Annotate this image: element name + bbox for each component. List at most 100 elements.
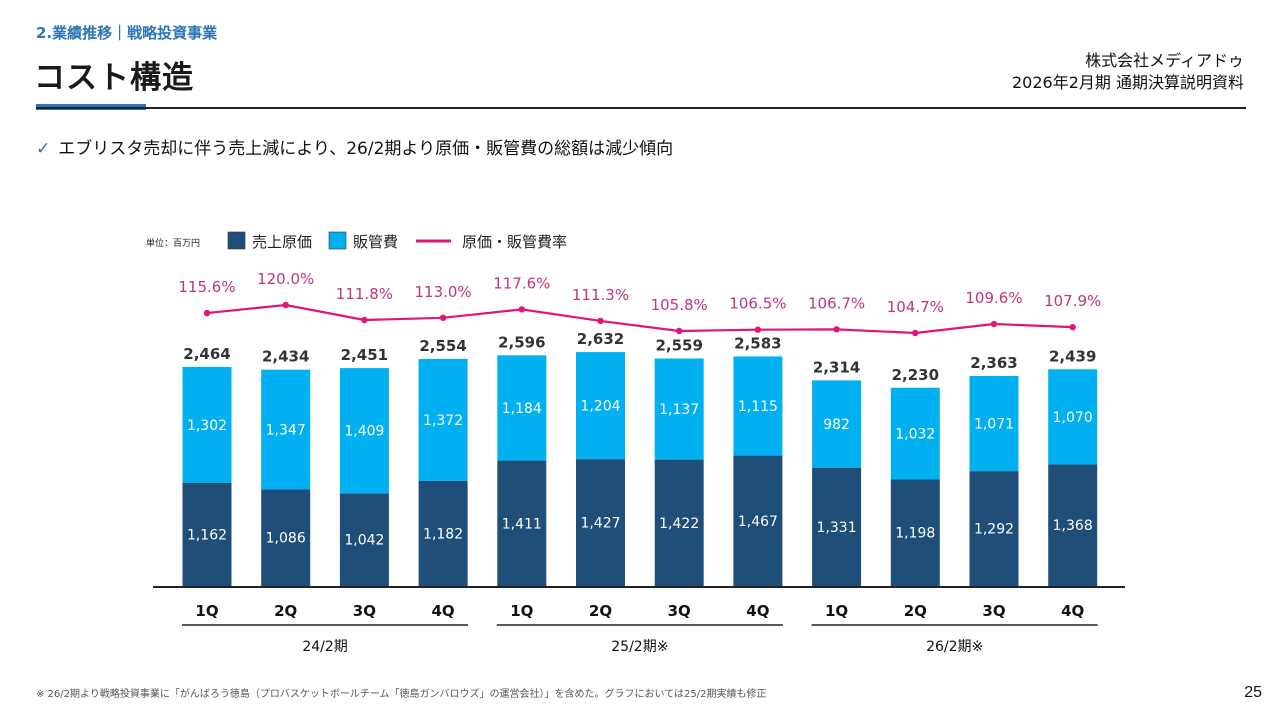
rate-label: 113.0% — [414, 283, 471, 301]
label-cost-of-sales: 1,292 — [974, 522, 1014, 538]
summary-text: エブリスタ売却に伴う売上減により、26/2期より原価・販管費の総額は減少傾向 — [58, 139, 674, 159]
rate-label: 115.6% — [178, 278, 235, 296]
rate-point — [1069, 323, 1076, 331]
rate-label: 106.7% — [808, 294, 865, 312]
label-cost-of-sales: 1,198 — [895, 526, 935, 542]
bar-cost-of-sales — [261, 489, 311, 586]
bar-sga — [1048, 369, 1098, 465]
x-tick-label: 4Q — [746, 602, 769, 620]
label-sga: 1,302 — [187, 418, 227, 434]
legend-label-2: 原価・販管費率 — [462, 233, 567, 251]
label-sga: 982 — [823, 417, 850, 433]
x-axis: 1Q 2Q 3Q 4Q 1Q 2Q 3Q 4Q 1Q 2Q 3Q 4Q 24/2期 25/2期※ 26/2期… — [153, 586, 1125, 655]
label-sga: 1,137 — [659, 402, 699, 418]
label-total: 2,464 — [183, 345, 230, 363]
label-total: 2,632 — [577, 330, 624, 348]
rate-point — [439, 314, 447, 322]
unit-label: 単位：百万円 — [146, 237, 200, 249]
group-label: 26/2期※ — [926, 639, 983, 655]
rate-line-layer: 115.6% 120.0% 111.8% 113.0% 117.6% 111.3% 105.… — [178, 270, 1101, 337]
label-cost-of-sales: 1,411 — [502, 516, 542, 532]
rate-label: 109.6% — [965, 289, 1022, 307]
rate-point — [361, 316, 368, 324]
rate-label: 111.3% — [572, 286, 629, 304]
bar-cost-of-sales — [1048, 464, 1098, 586]
company-name: 株式会社メディアドゥ — [1085, 51, 1244, 70]
bar-cost-of-sales — [890, 479, 940, 586]
bar-sga — [576, 352, 625, 460]
label-sga: 1,071 — [974, 417, 1014, 433]
label-total: 2,559 — [655, 337, 702, 355]
x-tick-label: 3Q — [668, 602, 691, 620]
label-sga: 1,372 — [423, 413, 463, 429]
legend-label-0: 売上原価 — [252, 233, 312, 251]
x-tick-label: 4Q — [431, 602, 454, 620]
rate-label: 107.9% — [1044, 292, 1101, 310]
label-total: 2,314 — [813, 358, 860, 376]
legend-label-1: 販管費 — [353, 233, 398, 251]
page-number: 25 — [1244, 684, 1262, 701]
rate-label: 120.0% — [257, 270, 314, 288]
company-block: 株式会社メディアドゥ 2026年2月期 通期決算説明資料 — [1012, 50, 1244, 94]
bar-sga — [812, 380, 862, 468]
bar-sga — [654, 358, 704, 460]
rate-label: 117.6% — [493, 274, 550, 292]
footnote: ※ 26/2期より戦略投資事業に「がんばろう徳島（プロバスケットボールチーム「徳… — [36, 689, 767, 700]
label-cost-of-sales: 1,427 — [580, 516, 620, 532]
x-tick-label: 2Q — [589, 602, 612, 620]
bar-cost-of-sales — [812, 467, 862, 586]
legend-swatch-1 — [328, 231, 347, 250]
bar-cost-of-sales — [339, 493, 389, 586]
bar-cost-of-sales — [733, 455, 783, 586]
label-cost-of-sales: 1,086 — [266, 531, 306, 547]
x-tick-label: 3Q — [982, 602, 1005, 620]
bar-cost-of-sales — [969, 471, 1019, 586]
rate-line — [206, 303, 1073, 335]
label-sga: 1,204 — [580, 399, 620, 415]
bar-sga — [497, 355, 547, 461]
bar-sga — [339, 368, 389, 494]
rate-point — [282, 301, 289, 309]
bar-cost-of-sales — [576, 459, 625, 586]
bar-cost-of-sales — [654, 459, 704, 586]
label-sga: 1,184 — [502, 401, 542, 417]
rate-label: 104.7% — [887, 298, 944, 316]
rate-label: 105.8% — [651, 296, 708, 314]
rate-point — [203, 309, 211, 317]
x-tick-label: 2Q — [274, 602, 297, 620]
bar-cost-of-sales — [182, 482, 232, 586]
document-name: 2026年2月期 通期決算説明資料 — [1012, 73, 1244, 92]
x-tick-label: 2Q — [904, 602, 927, 620]
label-cost-of-sales: 1,467 — [738, 514, 778, 530]
label-total: 2,596 — [498, 333, 545, 351]
rate-point — [518, 306, 525, 313]
bar-sga — [418, 358, 468, 481]
x-tick-label: 1Q — [825, 602, 848, 620]
title-divider — [36, 107, 1246, 109]
page-title: コスト構造 — [34, 60, 194, 96]
label-total: 2,554 — [419, 337, 466, 355]
label-cost-of-sales: 1,422 — [659, 516, 699, 532]
section-label: 2.業績推移｜戦略投資事業 — [36, 24, 218, 42]
label-total: 2,230 — [892, 366, 939, 384]
label-cost-of-sales: 1,042 — [344, 533, 384, 549]
rate-point — [676, 327, 683, 335]
label-cost-of-sales: 1,162 — [187, 527, 227, 543]
label-total: 2,363 — [970, 354, 1017, 372]
rate-point — [754, 326, 762, 333]
bar-cost-of-sales — [418, 480, 468, 586]
bar-sga — [969, 375, 1019, 472]
rate-point — [990, 320, 998, 328]
legend-swatch-0 — [227, 231, 246, 250]
x-tick-label: 1Q — [195, 602, 218, 620]
label-total: 2,434 — [262, 348, 309, 366]
summary-bullet: ✓ エブリスタ売却に伴う売上減により、26/2期より原価・販管費の総額は減少傾向 — [36, 134, 673, 159]
label-total: 2,583 — [734, 334, 781, 352]
group-label: 25/2期※ — [611, 639, 668, 655]
bar-cost-of-sales — [497, 460, 547, 586]
label-sga: 1,070 — [1053, 410, 1093, 426]
label-sga: 1,347 — [266, 423, 306, 439]
group-label: 24/2期 — [302, 639, 347, 655]
rate-label: 106.5% — [729, 295, 786, 313]
